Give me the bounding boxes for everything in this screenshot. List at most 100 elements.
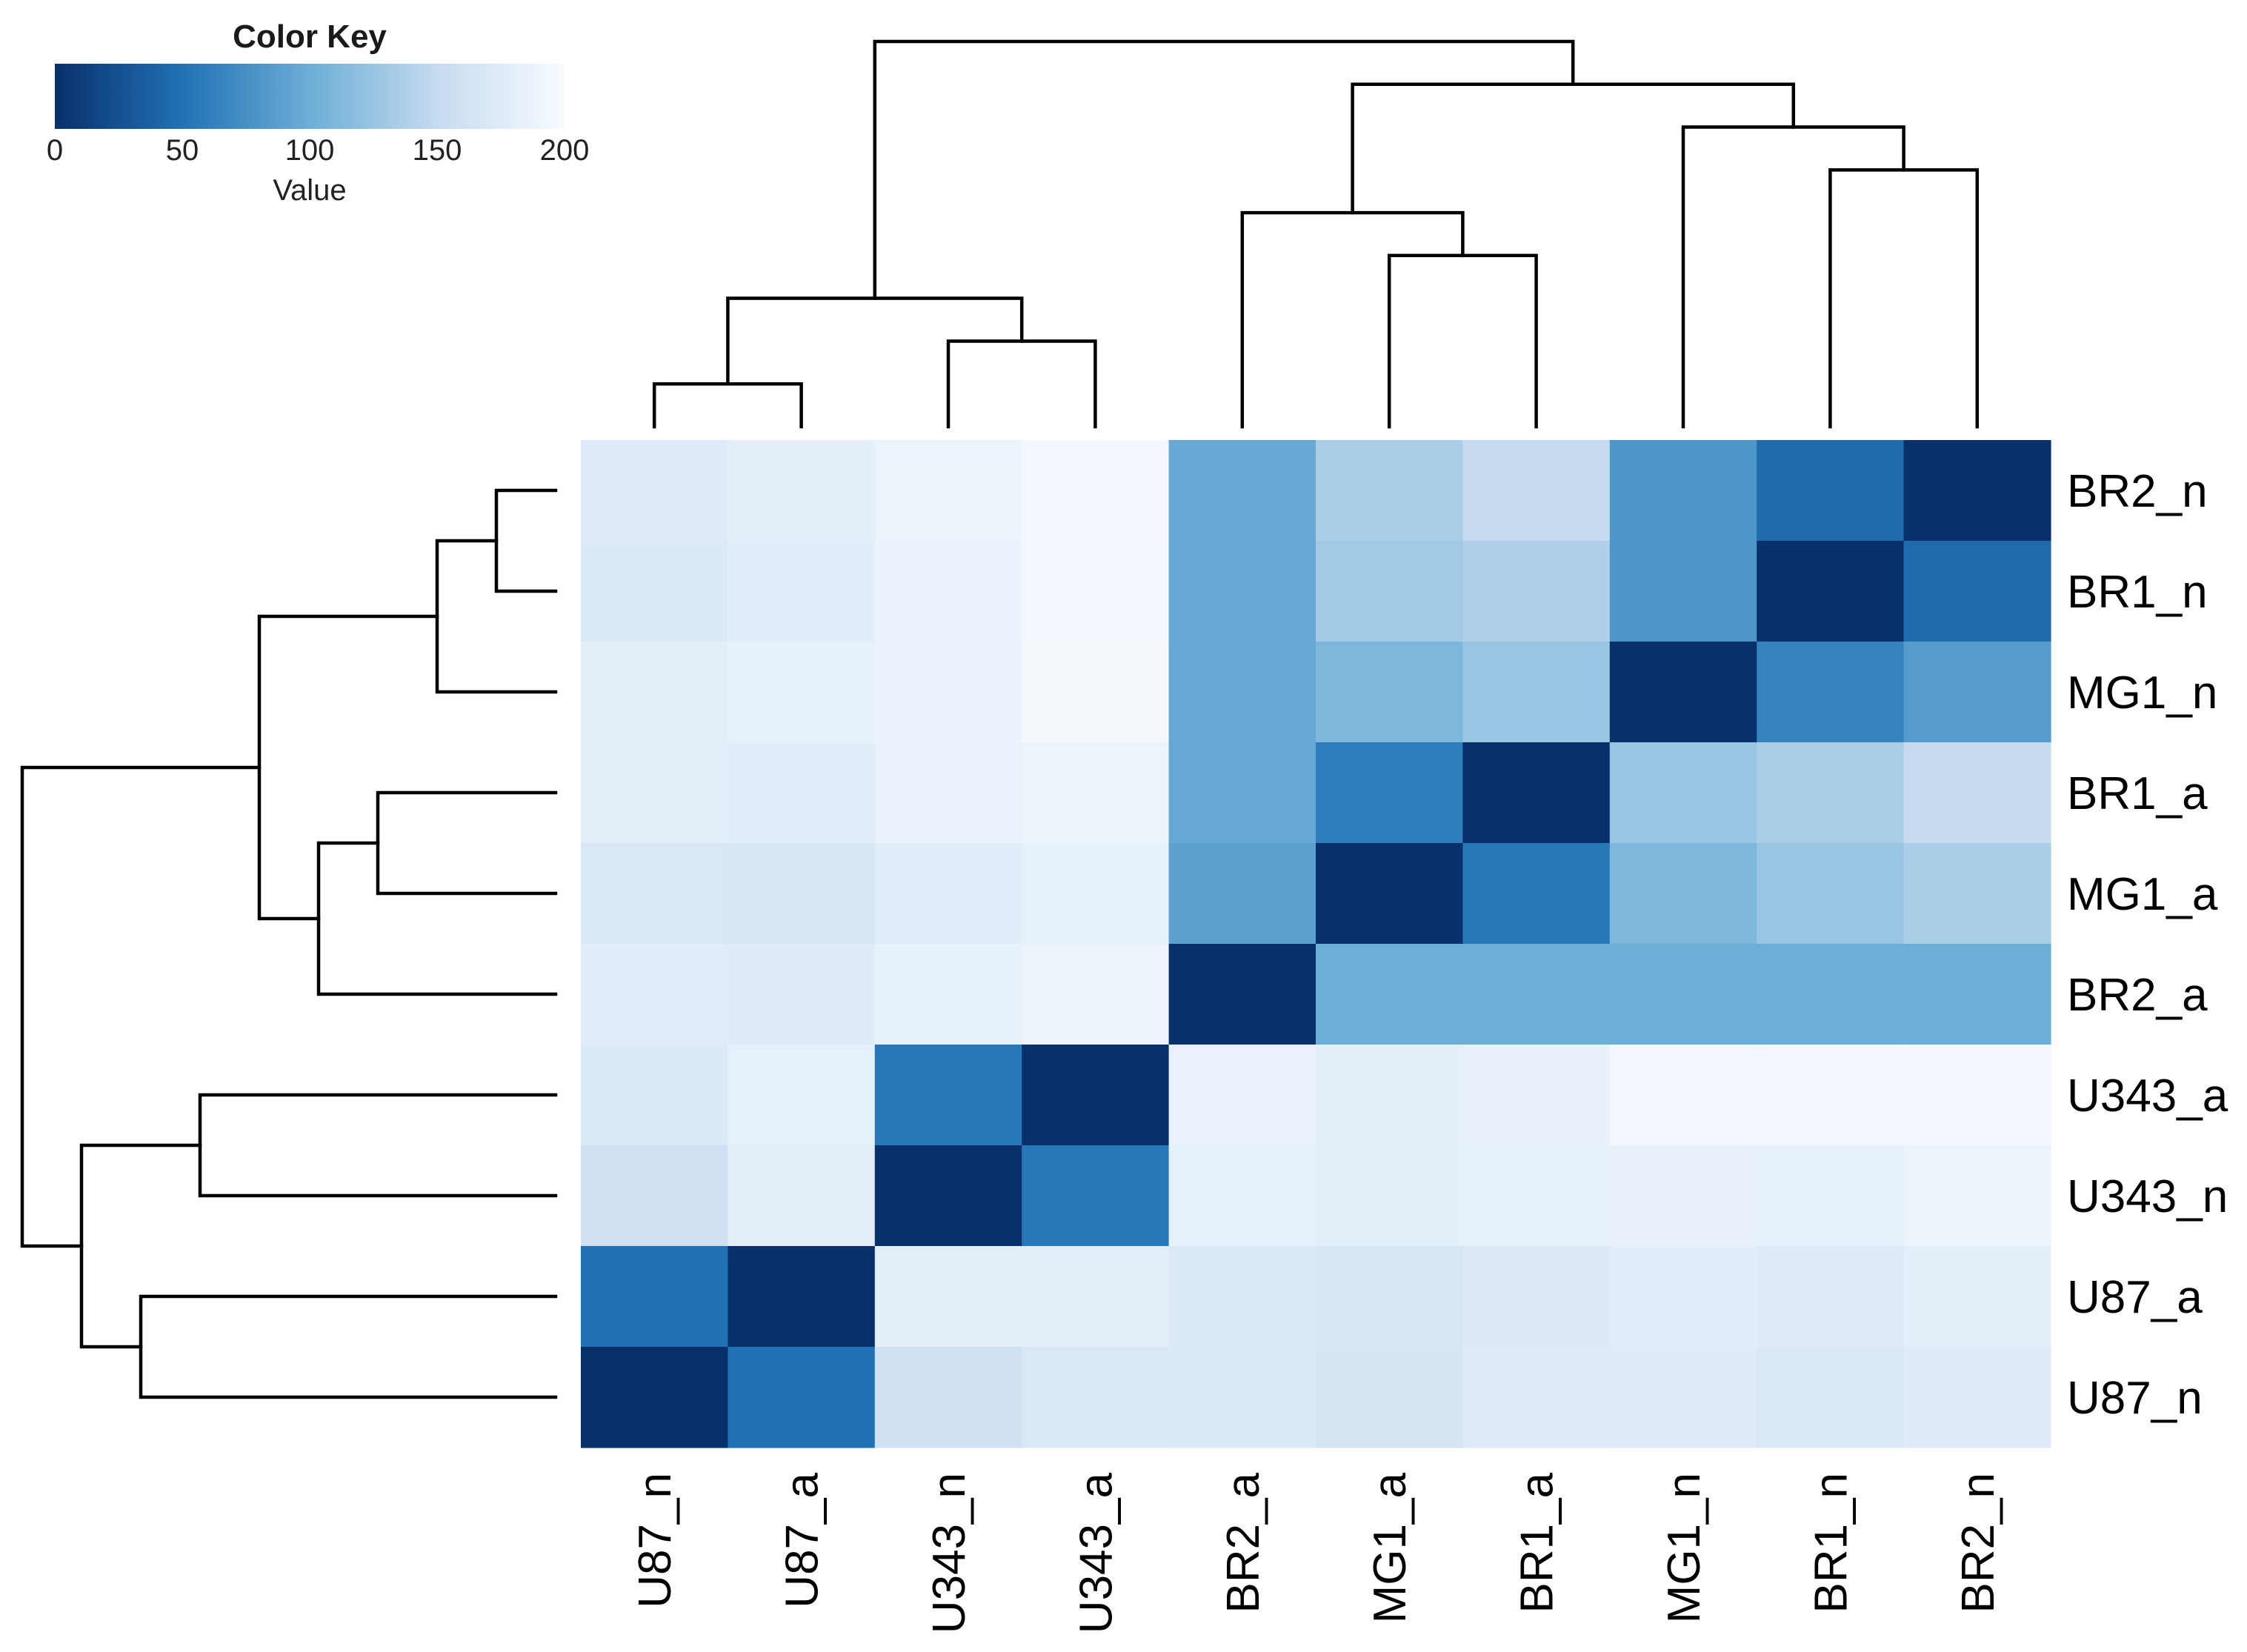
heatmap-cell (1609, 1145, 1757, 1247)
column-label: MG1_n (1659, 1473, 1710, 1623)
heatmap-cell (1316, 1347, 1463, 1448)
dendrogram-branch (316, 841, 558, 996)
dendrogram-branch (652, 382, 803, 429)
heatmap-cell (1462, 1246, 1611, 1348)
heatmap-cell (874, 1045, 1022, 1146)
dendrogram-branch (946, 339, 1097, 429)
heatmap-cell (1022, 440, 1170, 542)
color-key-tick-label: 200 (540, 134, 590, 167)
heatmap-cell (1609, 944, 1757, 1045)
column-dendrogram (652, 39, 1980, 429)
heatmap-cell (1022, 642, 1170, 743)
heatmap-cell (1609, 1347, 1757, 1448)
column-label: BR2_n (1953, 1473, 2004, 1613)
heatmap-cell (1462, 1045, 1611, 1146)
heatmap-cell (1903, 541, 2051, 642)
heatmap-cell (1462, 944, 1611, 1045)
heatmap-cell (1316, 843, 1463, 945)
heatmap-cell (1903, 944, 2051, 1045)
row-label: BR2_n (2067, 466, 2208, 517)
heatmap-cell (1168, 1246, 1316, 1348)
row-label: BR2_a (2067, 970, 2208, 1021)
heatmap-cell (1022, 541, 1170, 642)
heatmap-cell (1168, 1347, 1316, 1448)
heatmap-cell (1609, 1045, 1757, 1146)
heatmap-cell (581, 742, 728, 844)
dendrogram-branch (1828, 168, 1980, 429)
heatmap-cell (1462, 440, 1611, 542)
heatmap-cell (1609, 440, 1757, 542)
heatmap-cell (1757, 1347, 1905, 1448)
heatmap-cell (1609, 1246, 1757, 1348)
heatmap-cell (1462, 642, 1611, 743)
heatmap-cell (1022, 944, 1170, 1045)
heatmap-cell (1316, 1145, 1463, 1247)
heatmap-cell (1903, 1246, 2051, 1348)
heatmap-cell (1462, 541, 1611, 642)
heatmap-cell (1757, 843, 1905, 945)
heatmap-cell (581, 440, 728, 542)
heatmap-cell (1168, 944, 1316, 1045)
column-label: BR1_a (1512, 1472, 1563, 1613)
heatmap-cell (1168, 541, 1316, 642)
color-key-tick-label: 50 (166, 134, 199, 167)
heatmap-cell (581, 1045, 728, 1146)
heatmap-cell (1168, 440, 1316, 542)
heatmap-cell (1757, 1246, 1905, 1348)
heatmap-cell (1022, 1045, 1170, 1146)
dendrogram-branch (1351, 82, 1796, 215)
row-label: U343_a (2067, 1070, 2228, 1122)
heatmap-cell (874, 642, 1022, 743)
row-label: BR1_a (2067, 768, 2208, 819)
column-label: BR1_n (1805, 1473, 1857, 1613)
dendrogram-branch (1387, 253, 1538, 429)
heatmap-cell (1316, 440, 1463, 542)
dendrogram-branch (139, 1294, 558, 1399)
column-label: U343_a (1071, 1472, 1122, 1633)
heatmap-cell (1903, 742, 2051, 844)
heatmap-cell (1022, 1145, 1170, 1247)
heatmap-cell (1462, 1347, 1611, 1448)
heatmap-cell (1168, 843, 1316, 945)
heatmap-cell (728, 541, 876, 642)
heatmap-cell (728, 742, 876, 844)
heatmap-cell (728, 642, 876, 743)
heatmap-cell (1462, 742, 1611, 844)
column-label: MG1_a (1365, 1472, 1416, 1623)
heatmap-cell (1757, 541, 1905, 642)
heatmap-cell (581, 1145, 728, 1247)
heatmap-cell (728, 1145, 876, 1247)
heatmap-cell (581, 541, 728, 642)
heatmap-cell (1022, 1246, 1170, 1348)
heatmap-cell (581, 1246, 728, 1348)
heatmap-cell (1757, 742, 1905, 844)
heatmap-cell (1903, 642, 2051, 743)
heatmap-cell (1168, 642, 1316, 743)
heatmap-cell (728, 1246, 876, 1348)
row-label: MG1_a (2067, 869, 2218, 920)
dendrogram-branch (198, 1093, 558, 1198)
heatmap-cell (874, 1347, 1022, 1448)
row-label: U343_n (2067, 1171, 2228, 1222)
color-key-bar (55, 64, 565, 129)
dendrogram-branch (20, 765, 262, 1248)
heatmap-cell (1316, 944, 1463, 1045)
column-label: U87_n (630, 1473, 681, 1608)
heatmap-cell (1757, 1045, 1905, 1146)
heatmap-cell (874, 1145, 1022, 1247)
dendrogram-branch (257, 614, 439, 921)
column-label: U343_n (924, 1473, 975, 1633)
dendrogram-branch (1681, 125, 1905, 429)
row-label: MG1_n (2067, 667, 2217, 719)
heatmap-cell (874, 541, 1022, 642)
heatmap-cell (728, 944, 876, 1045)
row-label: BR1_n (2067, 567, 2208, 618)
column-label: U87_a (777, 1472, 828, 1608)
heatmap-cell (1903, 440, 2051, 542)
heatmap-cell (581, 944, 728, 1045)
heatmap-cell (1316, 1045, 1463, 1146)
color-key-ticks: 0 50 100 150 200 (47, 134, 590, 167)
heatmap-cell (1903, 843, 2051, 945)
row-label: U87_n (2067, 1373, 2203, 1424)
